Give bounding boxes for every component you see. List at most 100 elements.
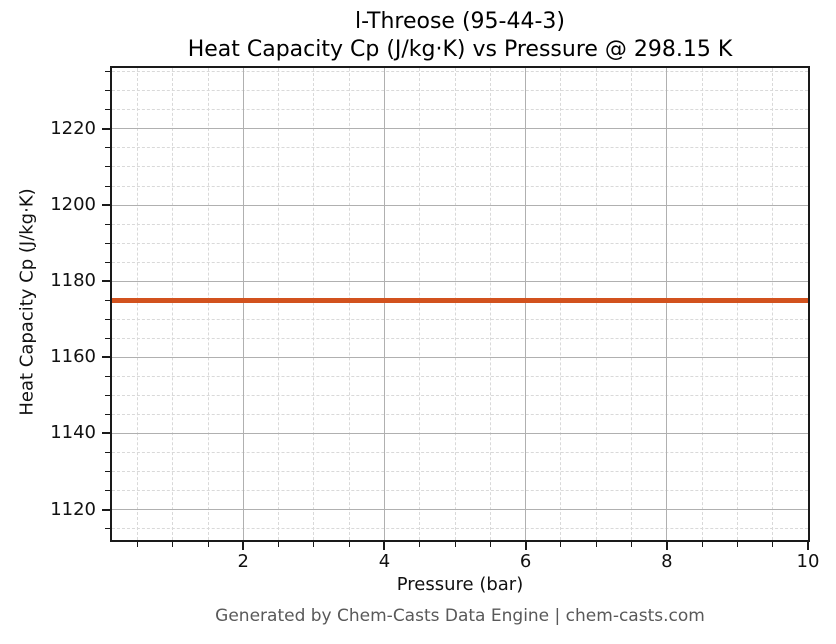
y-tick-label: 1220 [50, 117, 96, 139]
minor-gridline-x [348, 68, 350, 540]
minor-gridline-y [112, 185, 808, 187]
minor-gridline-y [112, 242, 808, 244]
minor-gridline-x [489, 68, 491, 540]
y-minor-tick [105, 261, 110, 263]
major-gridline-y [112, 509, 808, 511]
minor-gridline-x [772, 68, 774, 540]
y-minor-tick [105, 109, 110, 111]
minor-gridline-y [112, 451, 808, 453]
major-gridline-x [666, 68, 668, 540]
x-minor-tick [701, 542, 703, 547]
minor-gridline-y [112, 166, 808, 168]
y-minor-tick [105, 185, 110, 187]
y-minor-tick [105, 299, 110, 301]
y-major-tick [102, 508, 110, 511]
major-gridline-y [112, 128, 808, 130]
y-major-tick [102, 356, 110, 359]
y-major-tick [102, 204, 110, 207]
minor-gridline-x [454, 68, 456, 540]
x-minor-tick [772, 542, 774, 547]
y-minor-tick [105, 375, 110, 377]
y-minor-tick [105, 318, 110, 320]
y-minor-tick [105, 90, 110, 92]
y-tick-label: 1160 [50, 346, 96, 368]
minor-gridline-y [112, 375, 808, 377]
x-tick-label: 4 [378, 551, 391, 572]
y-minor-tick [105, 337, 110, 339]
x-major-tick [242, 542, 245, 550]
x-minor-tick [348, 542, 350, 547]
x-tick-label: 10 [796, 551, 820, 572]
minor-gridline-x [313, 68, 315, 540]
y-axis-label: Heat Capacity Cp (J/kg·K) [16, 188, 38, 416]
minor-gridline-y [112, 71, 808, 73]
y-minor-tick [105, 147, 110, 149]
major-gridline-x [383, 68, 385, 540]
minor-gridline-y [112, 337, 808, 339]
major-gridline-x [807, 68, 808, 540]
y-tick-label: 1200 [50, 194, 96, 216]
y-minor-tick [105, 490, 110, 492]
chart-subtitle: Heat Capacity Cp (J/kg·K) vs Pressure @ … [187, 37, 733, 62]
y-major-tick [102, 127, 110, 130]
x-minor-tick [313, 542, 315, 547]
y-minor-tick [105, 528, 110, 530]
y-tick-label: 1120 [50, 498, 96, 520]
title-block: l-Threose (95-44-3) Heat Capacity Cp (J/… [112, 8, 808, 64]
chart-title: l-Threose (95-44-3) [355, 9, 565, 34]
x-tick-label: 2 [237, 551, 249, 572]
plot-area [110, 66, 810, 542]
x-minor-tick [489, 542, 491, 547]
y-major-tick [102, 432, 110, 435]
minor-gridline-y [112, 318, 808, 320]
x-minor-tick [207, 542, 209, 547]
minor-gridline-y [112, 490, 808, 492]
x-major-tick [807, 542, 809, 550]
major-gridline-y [112, 280, 808, 282]
minor-gridline-x [701, 68, 703, 540]
x-major-tick [383, 542, 386, 550]
x-minor-tick [172, 542, 174, 547]
footer-credit: Generated by Chem-Casts Data Engine | ch… [215, 606, 705, 626]
minor-gridline-x [136, 68, 138, 540]
minor-gridline-x [736, 68, 738, 540]
minor-gridline-x [595, 68, 597, 540]
major-gridline-y [112, 432, 808, 434]
x-major-tick [665, 542, 668, 550]
y-tick-label: 1140 [50, 422, 96, 444]
y-minor-tick [105, 451, 110, 453]
y-minor-tick [105, 413, 110, 415]
major-gridline-y [112, 356, 808, 358]
minor-gridline-y [112, 413, 808, 415]
minor-gridline-x [560, 68, 562, 540]
data-series-line [112, 298, 808, 304]
minor-gridline-x [172, 68, 174, 540]
minor-gridline-x [419, 68, 421, 540]
y-minor-tick [105, 166, 110, 168]
y-minor-tick [105, 394, 110, 396]
y-tick-label: 1180 [50, 270, 96, 292]
minor-gridline-y [112, 109, 808, 111]
major-gridline-x [525, 68, 527, 540]
minor-gridline-y [112, 470, 808, 472]
x-minor-tick [136, 542, 138, 547]
x-minor-tick [736, 542, 738, 547]
minor-gridline-y [112, 147, 808, 149]
y-major-tick [102, 280, 110, 283]
x-axis-label: Pressure (bar) [396, 574, 524, 595]
y-minor-tick [105, 223, 110, 225]
x-minor-tick [419, 542, 421, 547]
minor-gridline-x [631, 68, 633, 540]
y-minor-tick [105, 242, 110, 244]
x-tick-label: 6 [519, 551, 532, 572]
x-minor-tick [631, 542, 633, 547]
minor-gridline-y [112, 394, 808, 396]
x-minor-tick [454, 542, 456, 547]
minor-gridline-y [112, 223, 808, 225]
minor-gridline-x [207, 68, 209, 540]
minor-gridline-y [112, 528, 808, 530]
major-gridline-x [242, 68, 244, 540]
minor-gridline-y [112, 90, 808, 92]
x-major-tick [524, 542, 527, 550]
